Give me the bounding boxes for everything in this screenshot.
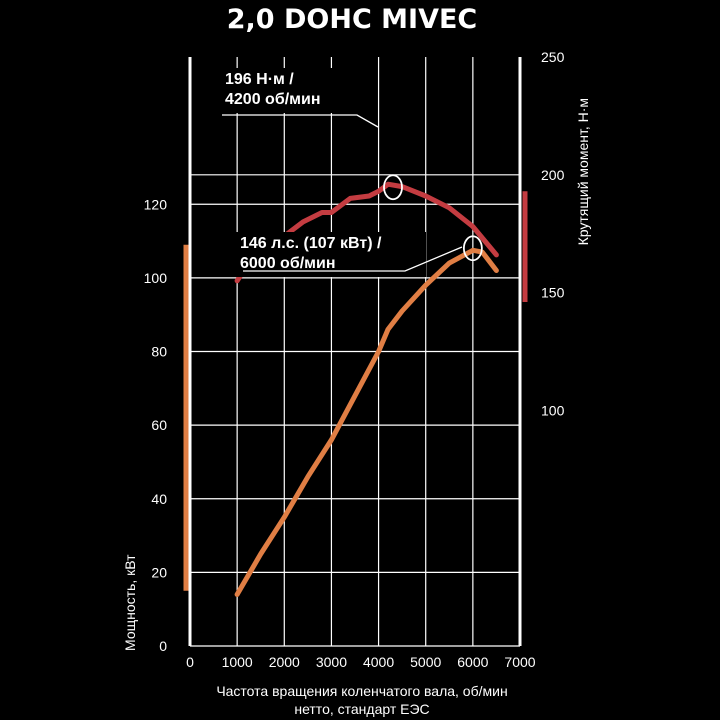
x-tick-label-7000: 7000 (504, 654, 535, 670)
annotation-backdrop-0 (221, 68, 339, 113)
annotation-backdrop-1 (236, 232, 426, 277)
x-axis-label-line-2: нетто, стандарт ЕЭС (294, 701, 429, 717)
chart-title: 2,0 DOHC MIVEC (227, 4, 477, 35)
axis-ticks: 0 1000 2000 3000 4000 5000 6000 7000 0 20 40 60 80 10… (144, 49, 565, 670)
y-left-tick-label-120: 120 (144, 196, 168, 212)
annotation-0-line-1: 196 Н·м / (225, 71, 294, 88)
y-axis-right-label: Крутящий момент, Н·м (575, 98, 591, 245)
annotation-1-line-2: 6000 об/мин (240, 255, 335, 272)
x-tick-label-2000: 2000 (269, 654, 300, 670)
y-right-tick-label-100: 100 (541, 402, 565, 418)
y-right-tick-label-150: 150 (541, 285, 565, 301)
x-axis-label-line-1: Частота вращения коленчатого вала, об/ми… (216, 683, 507, 699)
annotation-leader-0 (222, 114, 379, 128)
y-left-tick-label-60: 60 (151, 417, 167, 433)
x-tick-label-1000: 1000 (222, 654, 253, 670)
y-right-tick-label-200: 200 (541, 167, 565, 183)
x-tick-label-3000: 3000 (316, 654, 347, 670)
annotation-0-line-2: 4200 об/мин (225, 91, 320, 108)
x-tick-label-4000: 4000 (363, 654, 394, 670)
annotation-leader-1 (243, 246, 463, 272)
torque-peak-marker (383, 174, 403, 201)
y-left-tick-label-20: 20 (151, 564, 167, 580)
annotations: 196 Н·м / 4200 об/мин 146 л.с. (107 кВт) /… (221, 68, 483, 277)
y-axis-left-label: Мощность, кВт (122, 554, 138, 651)
x-tick-label-6000: 6000 (457, 654, 488, 670)
y-left-tick-label-100: 100 (144, 270, 168, 286)
y-left-tick-label-40: 40 (151, 491, 167, 507)
x-tick-label-5000: 5000 (410, 654, 441, 670)
range-bars (183, 191, 528, 591)
power-peak-marker (462, 235, 483, 262)
y-left-tick-label-0: 0 (159, 638, 167, 654)
x-tick-label-0: 0 (186, 654, 194, 670)
y-left-tick-label-80: 80 (151, 344, 167, 360)
power-line (234, 247, 499, 597)
y-right-tick-label-250: 250 (541, 49, 565, 65)
annotation-1-line-1: 146 л.с. (107 кВт) / (240, 235, 382, 252)
